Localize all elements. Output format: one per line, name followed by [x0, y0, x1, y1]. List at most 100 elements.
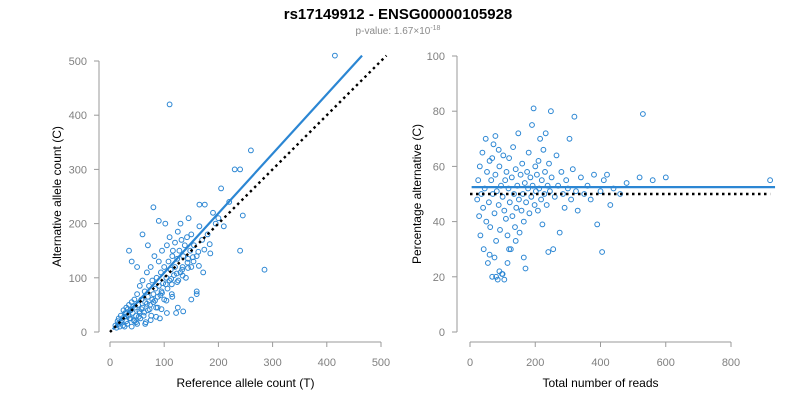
right-data-point [506, 246, 513, 253]
right-data-point [512, 166, 519, 173]
right-data-point [532, 163, 539, 170]
left-data-point [157, 292, 164, 299]
right-data-point [529, 122, 535, 128]
left-y-tick-label: 500 [69, 56, 87, 68]
right-data-point [534, 171, 540, 178]
right-data-point [566, 135, 573, 142]
left-data-point [126, 247, 132, 254]
right-data-point [480, 204, 487, 211]
left-data-point [188, 264, 195, 270]
left-data-point [141, 309, 148, 316]
right-data-point [484, 169, 490, 175]
right-data-point [510, 144, 516, 151]
right-data-point [594, 221, 601, 228]
left-data-point [172, 239, 178, 246]
right-y-ticks: 0 20 40 60 80 100 [427, 51, 457, 339]
right-data-point [489, 273, 496, 280]
right-data-point [492, 171, 499, 178]
right-data-point [524, 169, 530, 175]
right-y-tick-label: 80 [433, 106, 445, 118]
left-data-point [196, 201, 203, 208]
left-x-tick-label: 0 [107, 357, 113, 369]
right-data-point [526, 210, 533, 217]
right-data-point [500, 152, 507, 159]
right-data-point [501, 207, 508, 214]
left-data-point [168, 281, 175, 288]
right-x-axis-label: Total number of reads [542, 376, 658, 390]
left-data-point [164, 310, 170, 316]
left-data-point [121, 323, 128, 330]
right-data-point [546, 160, 552, 167]
right-data-point [527, 174, 534, 181]
left-data-point [150, 204, 157, 211]
left-data-point [179, 264, 186, 270]
right-data-point [649, 177, 656, 184]
left-data-point [184, 234, 190, 241]
left-data-point [168, 291, 175, 298]
right-data-point [569, 166, 576, 173]
left-data-point [237, 166, 244, 173]
left-data-point [231, 166, 238, 173]
right-data-point [520, 254, 527, 261]
left-data-point [184, 259, 191, 266]
left-data-point [207, 250, 214, 257]
left-data-point [150, 299, 157, 306]
p-value-exponent: -18 [430, 25, 440, 32]
right-y-tick-label: 20 [433, 272, 445, 284]
right-data-point [487, 224, 494, 231]
left-data-point [206, 241, 213, 248]
left-data-point [164, 242, 170, 249]
left-data-point [169, 253, 176, 260]
left-data-point [135, 313, 142, 320]
left-x-axis-label: Reference allele count (T) [176, 376, 314, 390]
right-data-point [490, 141, 497, 148]
right-data-point [561, 204, 568, 211]
right-data-point [486, 199, 492, 206]
right-data-point [556, 229, 563, 236]
left-data-point [155, 218, 162, 224]
left-data-point [139, 231, 146, 238]
left-x-tick-label: 400 [318, 357, 336, 369]
right-data-point [542, 130, 549, 137]
left-scatter-panel: 0 100 200 300 400 500 0 100 200 300 400 500 Refere… [50, 52, 390, 390]
left-data-point [179, 272, 186, 279]
right-data-point [600, 177, 607, 184]
left-data-point [128, 258, 135, 265]
left-data-point [178, 237, 185, 243]
right-data-point [488, 177, 495, 184]
right-data-point [479, 149, 486, 156]
chart-subtitle: p-value: 1.67×10-18 [356, 25, 441, 37]
left-data-point [204, 231, 211, 238]
right-data-point [489, 155, 496, 162]
left-data-point [142, 321, 149, 327]
left-y-tick-label: 100 [69, 273, 87, 285]
left-data-point [179, 266, 186, 273]
right-data-point [477, 232, 484, 239]
left-data-point [144, 269, 150, 276]
right-data-point [483, 218, 490, 225]
right-data-point [513, 204, 520, 211]
right-data-point [476, 163, 483, 170]
left-data-point [133, 319, 139, 326]
left-data-point [188, 231, 195, 238]
right-data-point [636, 174, 643, 181]
right-data-point [493, 273, 500, 280]
left-data-point [139, 277, 146, 284]
right-data-point [587, 196, 594, 203]
left-data-point [196, 263, 202, 269]
left-data-point [153, 313, 160, 320]
right-data-point [493, 188, 500, 195]
right-y-tick-label: 100 [427, 51, 445, 63]
right-data-point [522, 265, 529, 272]
left-data-point [155, 283, 162, 289]
right-data-point [591, 171, 597, 178]
left-data-point [172, 264, 178, 270]
right-data-point [497, 227, 503, 233]
left-data-point [180, 308, 187, 315]
right-data-point [496, 163, 503, 170]
right-data-point [494, 276, 501, 283]
right-data-point [492, 133, 499, 139]
right-data-point [578, 174, 584, 181]
left-data-point [134, 264, 141, 270]
right-data-point [507, 246, 514, 253]
